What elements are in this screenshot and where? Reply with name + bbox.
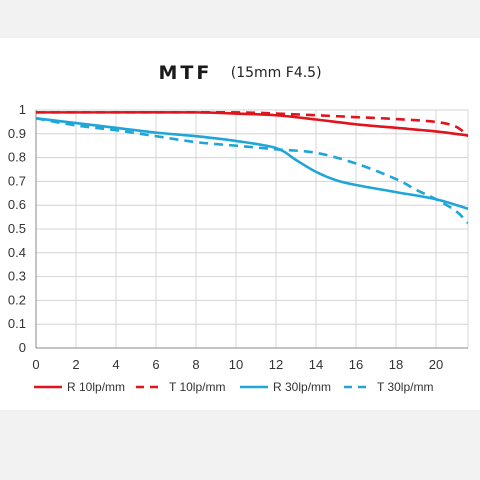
y-tick-label: 0.2 (8, 292, 26, 307)
legend-label-t-10lp-mm: T 10lp/mm (169, 380, 225, 394)
legend-label-r-30lp-mm: R 30lp/mm (273, 380, 331, 394)
y-tick-label: 0.8 (8, 150, 26, 165)
x-tick-label: 20 (429, 357, 443, 372)
series-line-t-30lp-mm (36, 117, 468, 224)
x-tick-label: 18 (389, 357, 403, 372)
series-line-t-10lp-mm (36, 110, 468, 138)
x-tick-label: 6 (152, 357, 159, 372)
x-tick-label: 4 (112, 357, 119, 372)
y-tick-label: 0.7 (8, 173, 26, 188)
series-line-r-30lp-mm (36, 117, 468, 211)
y-tick-label: 0.3 (8, 269, 26, 284)
x-tick-label: 0 (32, 357, 39, 372)
x-tick-label: 8 (192, 357, 199, 372)
chart-title: MTF (158, 62, 213, 84)
chart-subtitle: (15mm F4.5) (230, 65, 322, 81)
x-tick-label: 10 (229, 357, 243, 372)
y-tick-label: 0.4 (8, 245, 26, 260)
y-tick-label: 0.1 (8, 316, 26, 331)
y-tick-label: 0.6 (8, 197, 26, 212)
x-tick-label: 14 (309, 357, 323, 372)
legend-label-r-10lp-mm: R 10lp/mm (67, 380, 125, 394)
y-tick-label: 1 (19, 102, 26, 117)
x-tick-label: 16 (349, 357, 363, 372)
y-tick-label: 0.5 (8, 221, 26, 236)
x-tick-label: 12 (269, 357, 283, 372)
legend-label-t-30lp-mm: T 30lp/mm (377, 380, 433, 394)
x-tick-label: 2 (72, 357, 79, 372)
y-tick-label: 0.9 (8, 126, 26, 141)
y-tick-label: 0 (19, 340, 26, 355)
chart-title-row: MTF (15mm F4.5) (0, 62, 480, 90)
